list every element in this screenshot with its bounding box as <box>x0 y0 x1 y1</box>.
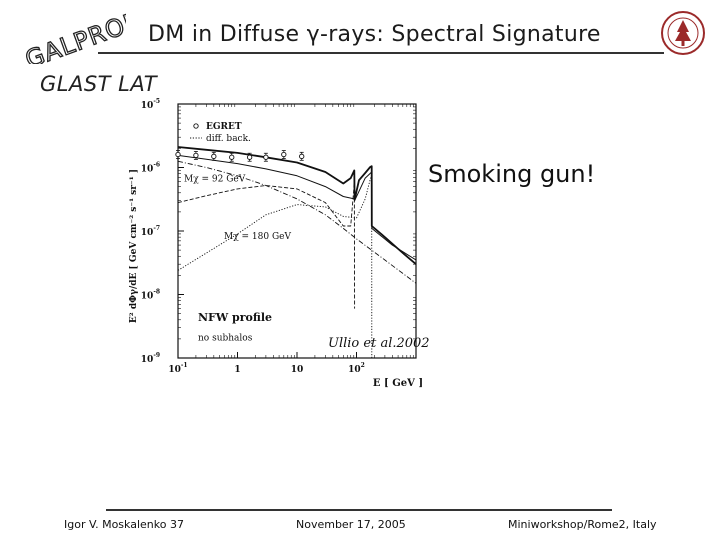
university-seal-icon <box>661 11 705 55</box>
series-line-1 <box>178 146 416 265</box>
smoking-gun-callout: Smoking gun! <box>428 160 596 188</box>
egret-point <box>299 153 305 159</box>
y-tick-exponent: -8 <box>153 289 160 296</box>
galprop-logo-icon: GALPROP <box>21 6 126 64</box>
annotation-mass-180: Mχ = 180 GeV <box>224 232 291 242</box>
series-layer <box>178 146 416 358</box>
x-tick-label: 102 <box>348 362 365 375</box>
footer-venue: Miniworkshop/Rome2, Italy <box>508 518 657 531</box>
egret-point <box>263 154 269 160</box>
footer-date: November 17, 2005 <box>296 518 406 531</box>
x-axis-label: E [ GeV ] <box>373 378 423 389</box>
legend-diffback-label: diff. back. <box>206 134 251 144</box>
y-tick-exponent: -6 <box>153 162 160 169</box>
y-tick-label: 10-9 <box>141 352 160 365</box>
y-tick-exponent: -5 <box>153 98 160 105</box>
title-underline <box>98 52 664 54</box>
x-tick-label: 10-1 <box>168 362 187 375</box>
legend: EGRET diff. back. <box>190 122 251 144</box>
series-line-2 <box>178 154 416 261</box>
citation-credit: Ullio et al.2002 <box>328 336 430 351</box>
egret-points <box>175 150 305 162</box>
x-tick-label: 10 <box>291 365 304 375</box>
x-tick-label: 1 <box>234 365 240 375</box>
y-tick-label: 10-6 <box>141 162 160 175</box>
galprop-logo-text: GALPROP <box>22 7 126 64</box>
page-subtitle: GLAST LAT <box>40 72 158 96</box>
plot-frame <box>177 103 417 359</box>
page-title: DM in Diffuse γ-rays: Spectral Signature <box>148 22 601 47</box>
y-axis-label: E² dΦγ/dE [ GeV cm⁻² s⁻¹ sr⁻¹ ] <box>129 169 139 323</box>
y-tick-exponent: -7 <box>153 225 160 232</box>
series-line-5 <box>178 160 416 284</box>
annotation-mass-92: Mχ = 92 GeV <box>184 175 246 185</box>
annotation-nfw-profile: NFW profile <box>198 311 272 324</box>
x-tick-exponent: 2 <box>361 362 365 369</box>
egret-point <box>246 154 253 160</box>
y-tick-label: 10-5 <box>141 98 160 111</box>
footer-rule <box>106 509 612 511</box>
series-line-3 <box>178 171 356 309</box>
y-tick-label: 10-7 <box>141 225 160 238</box>
y-tick-label: 10-8 <box>141 289 160 302</box>
chart-annotations: Mχ = 92 GeV Mχ = 180 GeV NFW profile no sub… <box>184 175 291 344</box>
legend-egret-label: EGRET <box>206 122 242 132</box>
series-line-4 <box>178 174 373 358</box>
egret-point <box>175 151 181 158</box>
egret-point <box>281 151 287 158</box>
egret-point <box>193 152 199 159</box>
spectrum-chart: 10-1 1 10 102 10-5 10-6 10-7 10-8 10-9 EGRET diff… <box>129 98 423 389</box>
annotation-no-subhalos: no subhalos <box>198 333 253 343</box>
x-tick-exponent: -1 <box>181 362 188 369</box>
y-tick-exponent: -9 <box>153 352 160 359</box>
egret-point <box>211 153 217 159</box>
egret-point <box>229 154 235 160</box>
legend-egret-marker <box>193 123 199 129</box>
footer-author: Igor V. Moskalenko 37 <box>64 518 184 531</box>
